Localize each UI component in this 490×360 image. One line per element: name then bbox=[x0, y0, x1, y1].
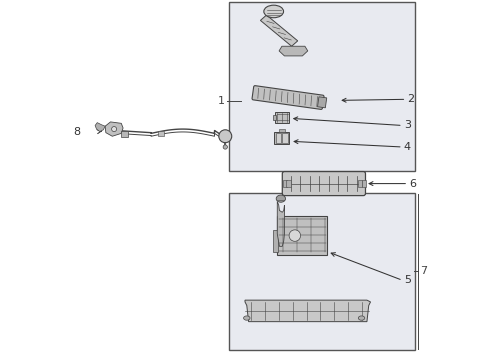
Bar bbox=[275, 112, 289, 123]
Circle shape bbox=[219, 130, 232, 143]
Bar bbox=[229, 193, 416, 350]
Bar bbox=[229, 3, 416, 171]
Text: 6: 6 bbox=[409, 179, 416, 189]
Polygon shape bbox=[245, 300, 370, 321]
Bar bbox=[362, 180, 366, 187]
Ellipse shape bbox=[244, 316, 250, 320]
Circle shape bbox=[223, 145, 227, 149]
Polygon shape bbox=[260, 15, 298, 46]
Bar bbox=[279, 129, 285, 132]
Bar bbox=[282, 133, 288, 143]
Text: 1: 1 bbox=[218, 96, 225, 106]
FancyBboxPatch shape bbox=[252, 86, 324, 109]
Bar bbox=[273, 230, 278, 252]
Ellipse shape bbox=[276, 195, 286, 202]
Bar bbox=[318, 97, 327, 108]
Bar bbox=[286, 180, 291, 187]
Circle shape bbox=[112, 127, 117, 132]
Polygon shape bbox=[279, 46, 308, 56]
Bar bbox=[276, 133, 281, 143]
Bar bbox=[273, 115, 276, 120]
Bar bbox=[277, 216, 327, 255]
Polygon shape bbox=[277, 202, 285, 246]
Ellipse shape bbox=[358, 316, 365, 320]
Polygon shape bbox=[95, 123, 105, 132]
Text: 5: 5 bbox=[404, 275, 411, 285]
Bar bbox=[121, 131, 128, 137]
Polygon shape bbox=[105, 122, 123, 136]
Bar bbox=[358, 180, 362, 187]
Text: 2: 2 bbox=[408, 94, 415, 104]
Bar bbox=[283, 180, 287, 187]
Text: 3: 3 bbox=[404, 121, 411, 130]
Bar bbox=[158, 131, 164, 136]
Ellipse shape bbox=[264, 5, 284, 18]
Circle shape bbox=[289, 230, 300, 241]
Text: 8: 8 bbox=[74, 127, 81, 136]
Bar bbox=[274, 132, 290, 144]
FancyBboxPatch shape bbox=[282, 172, 366, 195]
Text: 7: 7 bbox=[420, 266, 427, 276]
Text: 4: 4 bbox=[404, 142, 411, 152]
